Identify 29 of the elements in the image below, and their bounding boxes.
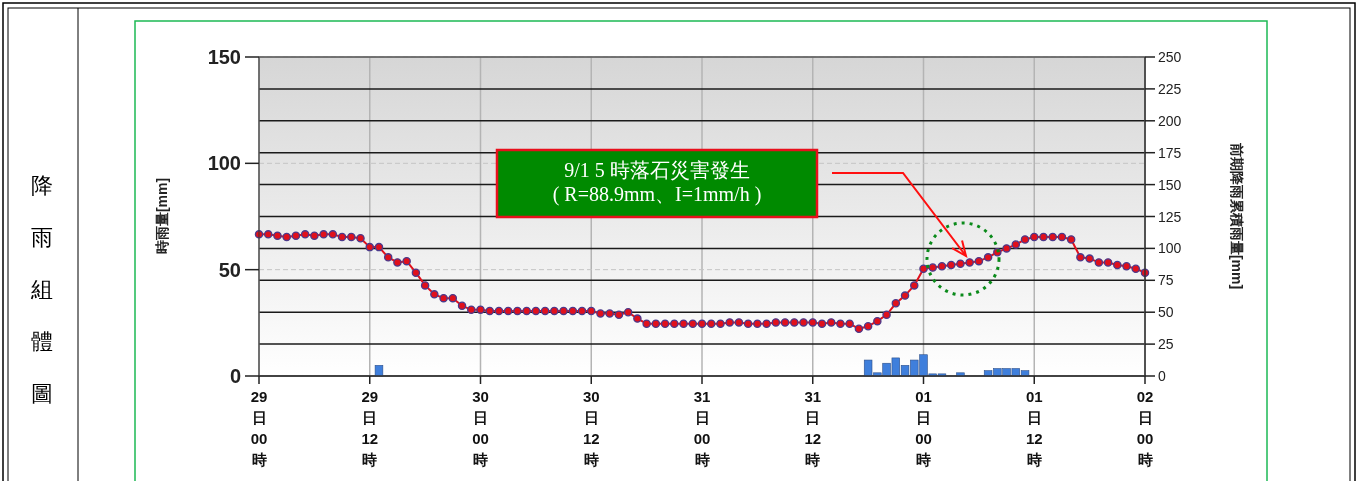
y2-axis-title: 前期降雨累積雨量[mm] (1229, 141, 1245, 290)
y2-tick-label: 50 (1158, 304, 1174, 321)
x-tick-label: 01日12時 (1025, 388, 1043, 468)
y-tick-label: 150 (207, 46, 241, 68)
y2-tick-label: 0 (1158, 368, 1166, 384)
y-tick-label: 0 (229, 365, 241, 387)
x-tick-label: 29日00時 (250, 388, 268, 468)
y-tick-label: 50 (218, 258, 241, 281)
x-tick-label: 30日12時 (582, 388, 600, 468)
y-axis-title: 時雨量[mm] (154, 177, 170, 255)
text: 降雨組體圖 (31, 173, 53, 406)
x-tick-label: 30日00時 (472, 388, 489, 468)
y2-tick-label: 125 (1158, 208, 1182, 225)
x-tick-label: 01日00時 (915, 388, 932, 468)
x-tick-label: 31日00時 (693, 388, 711, 468)
y2-tick-label: 25 (1158, 336, 1174, 353)
y2-tick-label: 175 (1158, 144, 1182, 161)
y2-tick-label: 200 (1158, 112, 1182, 129)
y2-tick-label: 75 (1158, 272, 1174, 289)
x-tick-label: 29日12時 (361, 388, 379, 468)
y2-tick-label: 100 (1158, 240, 1182, 257)
y2-tick-label: 225 (1158, 80, 1182, 97)
x-tick-label: 02日00時 (1136, 388, 1154, 468)
x-tick-label: 31日12時 (804, 388, 822, 468)
y2-tick-label: 150 (1158, 176, 1182, 193)
annotation: 9/1 5 時落石災害發生 ( R=88.9mm、I=1mm/h ) (552, 159, 762, 206)
bar (374, 365, 384, 377)
y2-tick-label: 250 (1158, 49, 1182, 65)
y-tick-label: 100 (207, 152, 241, 175)
